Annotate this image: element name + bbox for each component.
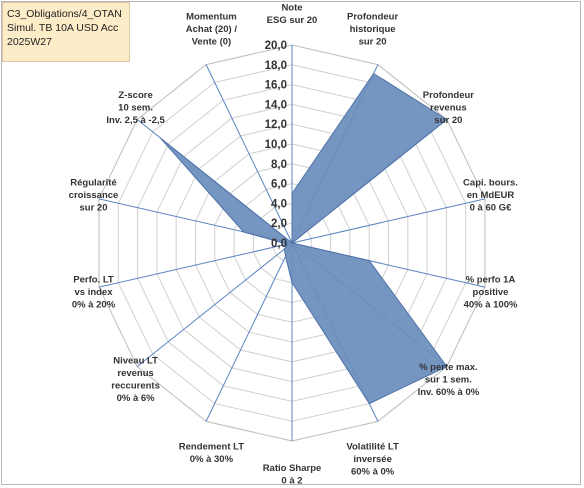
axis-label: historique — [350, 24, 396, 35]
axis-label: reccurents — [111, 381, 160, 392]
axis-label: 60% à 0% — [351, 466, 395, 477]
axis-label: % perte max. — [419, 362, 478, 373]
axis-label: ESG sur 20 — [267, 15, 318, 26]
axis-label: Capi. bours. — [463, 178, 518, 189]
axis-label: Niveau LT — [113, 356, 158, 367]
axis-label: sur 20 — [434, 115, 462, 126]
axis-label: Achat (20) / — [186, 24, 238, 35]
tick-label: 2,0 — [271, 218, 287, 230]
tick-label: 18,0 — [265, 60, 287, 72]
title-line-1: C3_Obligations/4_OTAN — [7, 8, 122, 20]
axis-spoke — [205, 64, 293, 244]
axis-label: Profondeur — [423, 90, 474, 101]
tick-label: 6,0 — [271, 179, 287, 191]
axis-label: vs index — [74, 287, 113, 298]
axis-spoke — [136, 242, 293, 367]
axis-label: Vente (0) — [192, 37, 232, 48]
axis-label: 0 à 60 G€ — [470, 203, 512, 214]
axis-spoke — [98, 242, 293, 288]
axis-label: en MdEUR — [467, 190, 515, 201]
axis-spoke — [291, 198, 486, 244]
axis-label-group: Capi. bours.en MdEUR 0 à 60 G€ — [463, 178, 518, 214]
title-line-3: 2025W27 — [7, 36, 52, 48]
axis-label-group: % perte max.sur 1 sem. Inv. 60% à 0% — [418, 362, 480, 398]
axis-label: Ratio Sharpe — [263, 463, 322, 474]
axis-label: Perfo. LT — [73, 275, 114, 286]
axis-label: croissance — [69, 190, 119, 201]
axis-label: 0% à 30% — [190, 454, 234, 465]
tick-label: 4,0 — [271, 198, 287, 210]
axis-label: sur 20 — [359, 37, 387, 48]
axis-label: Momentum — [186, 12, 237, 23]
axis-label-group: Z-score 10 sem.Inv. 2,5 à -2,5 — [106, 90, 165, 126]
axis-spoke — [205, 242, 293, 422]
radar-series — [160, 72, 448, 405]
axis-label: sur 20 — [80, 203, 108, 214]
tick-label: 12,0 — [265, 119, 287, 131]
axis-label-group: Ratio Sharpe 0 à 2 — [263, 463, 322, 487]
tick-label: 20,0 — [265, 40, 287, 52]
axis-label: 0 à 2 — [281, 476, 302, 487]
axis-label: Inv. 60% à 0% — [418, 387, 480, 398]
axis-label: sur 1 sem. — [425, 374, 472, 385]
axis-label: 0% à 6% — [117, 393, 156, 404]
axis-label: inversée — [353, 454, 392, 465]
axis-label: Note — [281, 3, 302, 14]
series-area — [160, 72, 448, 405]
axis-label: Régularité — [70, 178, 116, 189]
axis-label: Profondeur — [347, 12, 398, 23]
axis-label: Z-score — [118, 90, 152, 101]
title-line-2: Simul. TB 10A USD Acc — [7, 22, 119, 34]
chart-title-box: C3_Obligations/4_OTAN Simul. TB 10A USD … — [2, 2, 130, 62]
axis-label: % perfo 1A — [466, 275, 516, 286]
axis-label: 40% à 100% — [464, 300, 518, 311]
axis-label: Volatilité LT — [346, 441, 399, 452]
tick-label: 0,0 — [271, 238, 287, 250]
axis-label: 0% à 20% — [72, 300, 116, 311]
axis-label: Inv. 2,5 à -2,5 — [106, 115, 165, 126]
tick-label: 8,0 — [271, 159, 287, 171]
axis-label: 10 sem. — [118, 103, 153, 114]
axis-label: Rendement LT — [179, 441, 244, 452]
axis-label-group: Rendement LT 0% à 30% — [179, 441, 244, 465]
axis-label: revenus — [117, 368, 153, 379]
radial-tick-labels: 0,0 2,0 4,0 6,0 8,0 10,0 12,0 14,0 16,0 18,0 20,0 — [265, 40, 287, 250]
axis-label: revenus — [430, 103, 466, 114]
tick-label: 16,0 — [265, 80, 287, 92]
tick-label: 10,0 — [265, 139, 287, 151]
tick-label: 14,0 — [265, 99, 287, 111]
axis-label: positive — [473, 287, 509, 298]
